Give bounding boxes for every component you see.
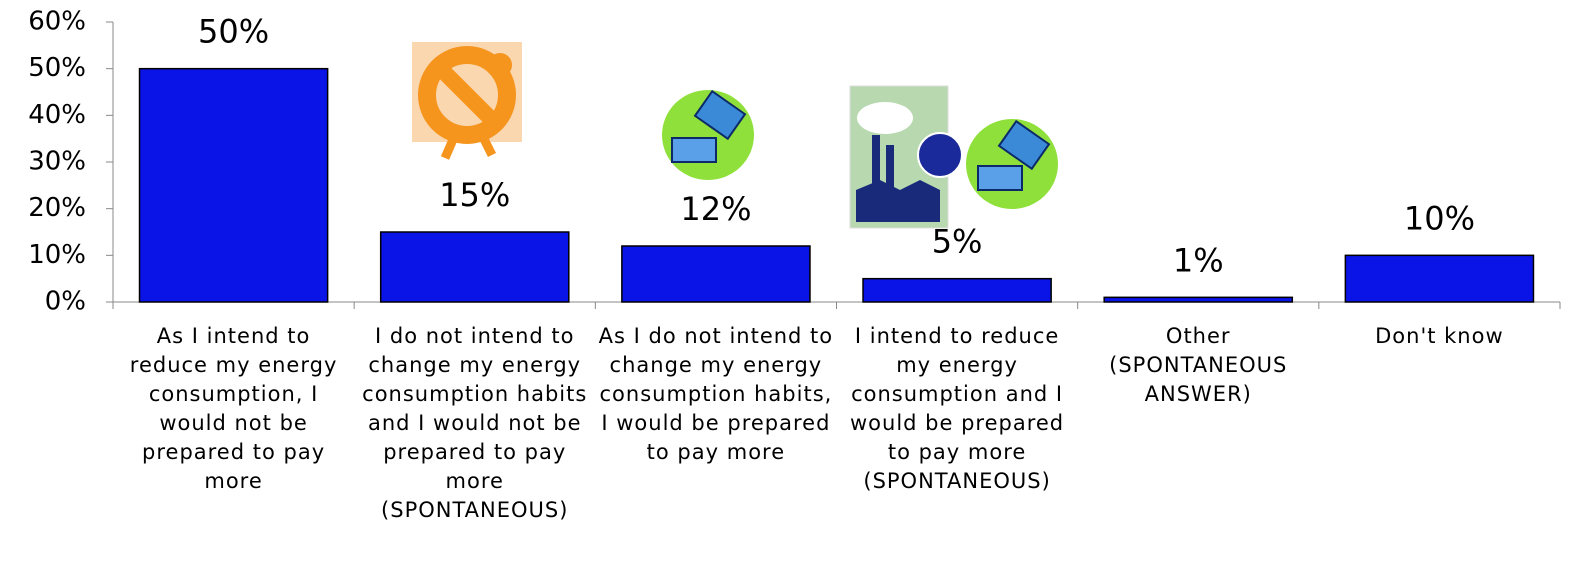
x-tick-label: Don't know (1375, 324, 1504, 348)
value-label: 50% (198, 13, 269, 51)
y-tick-label: 50% (28, 53, 86, 83)
x-tick-label: Other (SPONTANEOUS ANSWER) (1109, 324, 1288, 406)
value-label: 10% (1404, 199, 1475, 237)
y-tick-label: 30% (28, 147, 86, 177)
y-tick-label: 0% (45, 287, 86, 317)
icon-money (662, 89, 754, 180)
bar (379, 231, 570, 303)
icon-no-sign (412, 42, 522, 160)
bar (621, 245, 811, 303)
value-label: 15% (439, 176, 510, 214)
x-tick-label: I intend to reduce my energy consumption… (850, 324, 1065, 493)
bar (138, 67, 329, 303)
y-tick-label: 20% (28, 193, 86, 223)
icon-factory (849, 85, 963, 229)
x-tick-label: I do not intend to change my energy cons… (362, 324, 588, 522)
y-tick-label: 40% (28, 100, 86, 130)
x-tick-label: As I do not intend to change my energy c… (598, 324, 834, 464)
x-tick-label: As I intend to reduce my energy consumpt… (129, 324, 338, 493)
bar (1344, 254, 1535, 303)
bar (1103, 296, 1294, 303)
y-tick-label: 10% (28, 240, 86, 270)
y-tick-label: 60% (28, 7, 86, 37)
icon-money (966, 119, 1058, 209)
value-label: 12% (680, 190, 751, 228)
value-label: 5% (932, 223, 983, 261)
bar (862, 277, 1052, 303)
value-label: 1% (1173, 241, 1224, 279)
